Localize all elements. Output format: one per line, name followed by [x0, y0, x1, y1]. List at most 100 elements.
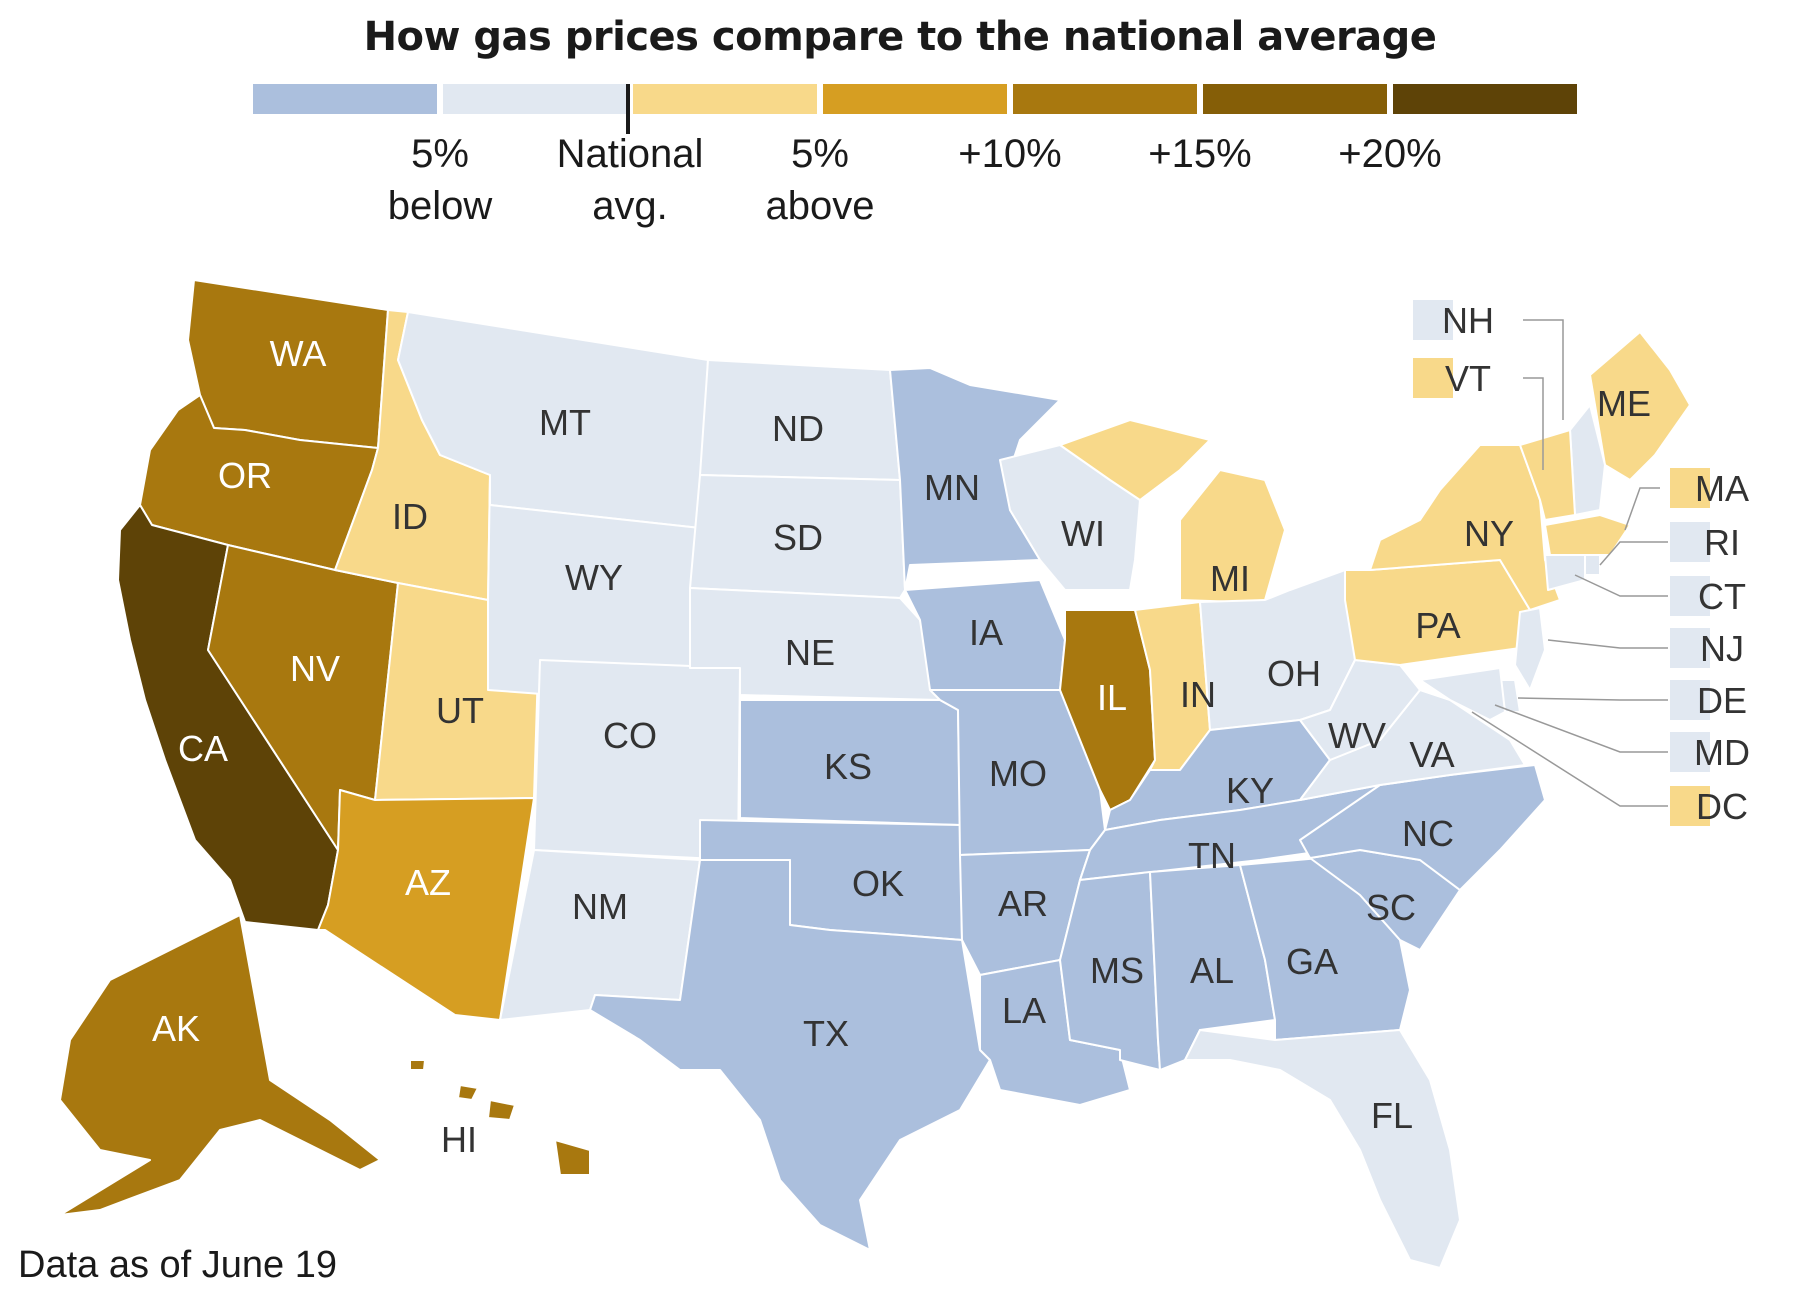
state-fl: [1184, 1029, 1461, 1269]
state-abbreviation-labels: WA OR CA NV ID UT AZ MT WY CO NM ND SD NE KS OK TX MN IA MO…: [152, 333, 1651, 1160]
legend-tick-line1: 5%: [791, 132, 849, 176]
state-label-ak: AK: [152, 1008, 200, 1049]
state-label-ga: GA: [1286, 941, 1338, 982]
legend-tick-line1: +20%: [1338, 132, 1442, 176]
callout-leader-de: [1517, 697, 1668, 701]
state-md: [1419, 667, 1506, 721]
state-label-me: ME: [1597, 383, 1651, 424]
legend-tick-line2: below: [387, 184, 493, 228]
callout-swatch-de: [1670, 680, 1710, 720]
state-label-ks: KS: [824, 746, 872, 787]
state-label-ms: MS: [1090, 950, 1144, 991]
legend-swatch-3: [823, 84, 1007, 114]
callout-leader-dc: [1471, 711, 1668, 807]
callout-leader-nj: [1547, 639, 1668, 649]
state-sd: [689, 474, 906, 599]
state-hi: [409, 1059, 591, 1176]
legend-tick-line2: avg.: [592, 184, 668, 228]
state-label-wa: WA: [270, 333, 327, 374]
legend-swatch-0: [253, 84, 437, 114]
state-label-wy: WY: [565, 557, 623, 598]
state-label-il: IL: [1097, 677, 1127, 718]
callout-leader-vt: [1523, 377, 1544, 470]
callout-label-nh: NH: [1442, 300, 1494, 341]
state-me: [1589, 331, 1691, 481]
state-label-sd: SD: [773, 517, 823, 558]
callout-label-ct: CT: [1698, 576, 1746, 617]
state-label-ar: AR: [998, 883, 1048, 924]
callout-swatch-dc: [1670, 786, 1710, 826]
callout-label-ma: MA: [1695, 468, 1749, 509]
state-tx: [589, 859, 991, 1251]
map-title: How gas prices compare to the national a…: [363, 14, 1437, 60]
state-label-wv: WV: [1328, 715, 1386, 756]
state-label-mo: MO: [989, 753, 1047, 794]
state-label-ut: UT: [436, 690, 484, 731]
state-label-mi: MI: [1210, 558, 1250, 599]
callout-leader-md: [1494, 704, 1668, 753]
callout-leader-ma: [1624, 487, 1660, 531]
state-label-wi: WI: [1061, 513, 1105, 554]
state-label-nm: NM: [572, 886, 628, 927]
legend-tick-3: +10%: [915, 128, 1105, 180]
state-mi: [1059, 419, 1286, 603]
data-date-footnote: Data as of June 19: [18, 1244, 337, 1286]
state-label-oh: OH: [1267, 653, 1321, 694]
callout-leader-ri: [1599, 541, 1668, 566]
state-wv: [1299, 659, 1421, 761]
state-label-ia: IA: [969, 612, 1003, 653]
state-label-ky: KY: [1226, 770, 1274, 811]
state-label-mt: MT: [539, 402, 591, 443]
legend-tick-line2: above: [765, 184, 875, 228]
legend-swatch-1: [443, 84, 627, 114]
state-ct: [1544, 554, 1586, 591]
legend-tick-line1: +15%: [1148, 132, 1252, 176]
callout-swatch-ri: [1670, 522, 1710, 562]
callout-swatch-nj: [1670, 628, 1710, 668]
legend-tick-line1: 5%: [411, 132, 469, 176]
state-shapes: [59, 279, 1691, 1269]
state-label-la: LA: [1002, 990, 1046, 1031]
callout-label-md: MD: [1694, 732, 1750, 773]
state-ri: [1584, 554, 1601, 576]
state-label-nd: ND: [772, 408, 824, 449]
state-az: [317, 789, 535, 1021]
callout-label-de: DE: [1697, 680, 1747, 721]
state-vt: [1519, 429, 1576, 521]
state-label-al: AL: [1190, 950, 1234, 991]
state-label-pa: PA: [1415, 605, 1460, 646]
small-state-callouts: NH VT MA RI CT NJ DE MD DC: [1413, 300, 1750, 827]
color-legend: [253, 84, 1577, 134]
state-label-in: IN: [1180, 674, 1216, 715]
state-label-hi: HI: [441, 1119, 477, 1160]
callout-swatch-nh: [1413, 300, 1453, 340]
legend-tick-1: National avg.: [535, 128, 725, 232]
state-ma: [1544, 514, 1631, 556]
state-label-sc: SC: [1366, 887, 1416, 928]
callout-swatch-ma: [1670, 468, 1710, 508]
legend-swatch-6: [1393, 84, 1577, 114]
state-label-az: AZ: [405, 862, 451, 903]
state-label-va: VA: [1409, 734, 1454, 775]
legend-tick-5: +20%: [1295, 128, 1485, 180]
state-label-ne: NE: [785, 632, 835, 673]
callout-swatch-md: [1670, 732, 1710, 772]
legend-swatch-5: [1203, 84, 1387, 114]
legend-swatch-2: [633, 84, 817, 114]
state-ak: [59, 914, 381, 1216]
legend-tick-line1: +10%: [958, 132, 1062, 176]
state-label-co: CO: [603, 715, 657, 756]
state-label-nc: NC: [1402, 813, 1454, 854]
state-label-id: ID: [392, 496, 428, 537]
state-label-mn: MN: [924, 467, 980, 508]
legend-tick-2: 5% above: [725, 128, 915, 232]
legend-tick-4: +15%: [1105, 128, 1295, 180]
state-label-or: OR: [218, 455, 272, 496]
callout-swatch-vt: [1413, 358, 1453, 398]
callout-label-ri: RI: [1704, 522, 1740, 563]
callout-label-nj: NJ: [1700, 628, 1744, 669]
callout-label-vt: VT: [1445, 358, 1491, 399]
state-label-tn: TN: [1188, 835, 1236, 876]
state-label-ok: OK: [852, 863, 904, 904]
